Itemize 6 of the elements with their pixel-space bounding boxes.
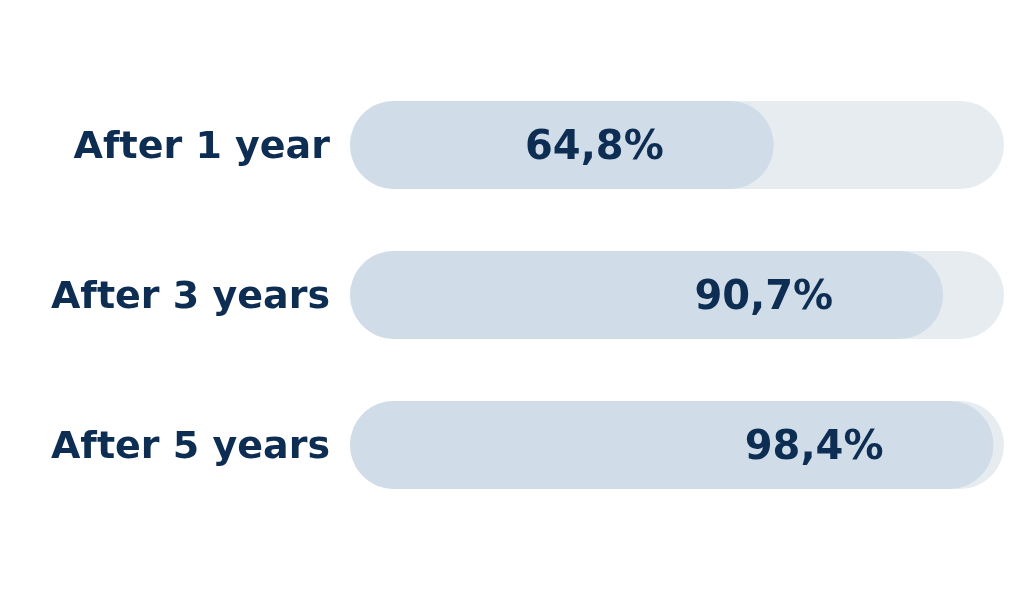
- y-tick-label: After 5 years: [50, 423, 330, 467]
- y-tick-label: After 1 year: [73, 123, 331, 167]
- data-label: 90,7%: [694, 272, 834, 318]
- y-tick-label: After 3 years: [50, 273, 330, 317]
- data-label: 98,4%: [744, 422, 884, 468]
- data-label: 64,8%: [525, 122, 664, 168]
